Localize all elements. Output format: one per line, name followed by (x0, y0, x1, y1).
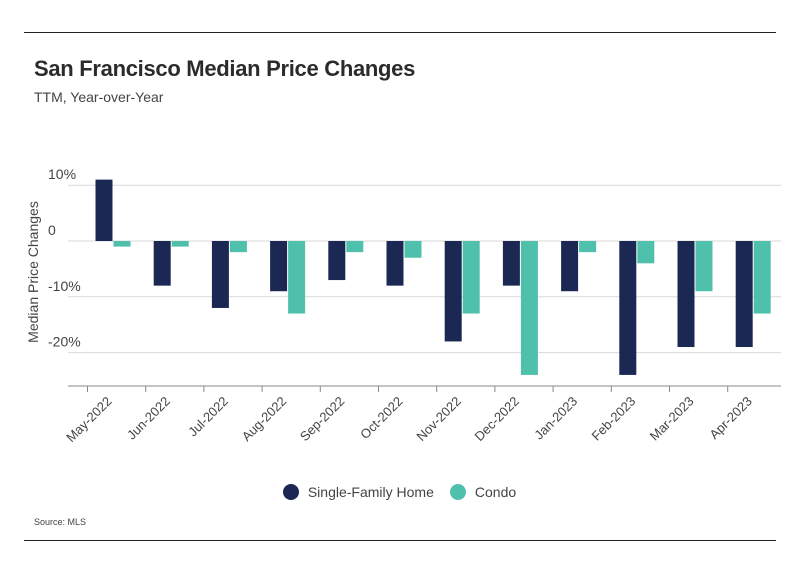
x-tick-label: Sep-2022 (297, 394, 347, 444)
x-tick-label: Feb-2023 (588, 394, 638, 444)
bar-condo (637, 241, 655, 264)
x-tick-label: Aug-2022 (239, 394, 289, 444)
x-tick-label: Oct-2022 (357, 394, 405, 442)
legend-label-single-family: Single-Family Home (307, 484, 434, 500)
y-tick-label: 10% (48, 166, 76, 182)
legend-label-condo: Condo (474, 484, 517, 500)
bar-single-family (153, 241, 171, 286)
legend-swatch-single-family (282, 484, 299, 500)
x-tick-label: Jan-2023 (531, 394, 580, 443)
bar-single-family (619, 241, 637, 375)
bar-single-family (328, 241, 346, 281)
bar-single-family (444, 241, 462, 342)
x-tick-label: May-2022 (63, 394, 114, 445)
bar-condo (695, 241, 713, 292)
y-tick-label: 0 (48, 222, 56, 238)
legend-item-single-family: Single-Family Home (282, 484, 434, 500)
y-tick-label: -10% (48, 278, 81, 294)
x-tick-label: Apr-2023 (706, 394, 754, 442)
source-note: Source: MLS (34, 517, 87, 527)
bar-condo (462, 241, 480, 314)
x-tick-label: Jun-2022 (124, 394, 173, 443)
x-tick-label: Dec-2022 (472, 394, 522, 444)
bar-single-family (270, 241, 288, 292)
bar-single-family (386, 241, 404, 286)
bar-condo (579, 241, 597, 253)
bar-condo (171, 241, 189, 247)
bar-condo (113, 241, 131, 247)
legend: Single-Family Home Condo (0, 484, 799, 500)
bar-condo (346, 241, 364, 253)
legend-swatch-condo (449, 484, 466, 500)
x-tick-label: Mar-2023 (647, 394, 697, 444)
top-rule (24, 32, 776, 33)
bar-condo (404, 241, 422, 258)
bar-single-family (677, 241, 695, 348)
bar-single-family (95, 179, 113, 241)
x-tick-label: Jul-2022 (185, 394, 231, 440)
chart-subtitle: TTM, Year-over-Year (34, 89, 164, 105)
bar-single-family (502, 241, 520, 286)
bar-condo (753, 241, 771, 314)
legend-item-condo: Condo (449, 484, 517, 500)
bar-single-family (211, 241, 229, 308)
bar-single-family (561, 241, 579, 292)
x-tick-label: Nov-2022 (413, 394, 463, 444)
y-axis-label: Median Price Changes (25, 201, 41, 343)
y-tick-label: -20% (48, 334, 81, 350)
bottom-rule (24, 540, 776, 541)
bar-condo (288, 241, 306, 314)
chart-title: San Francisco Median Price Changes (34, 56, 416, 81)
bar-single-family (735, 241, 753, 348)
bar-condo (229, 241, 247, 253)
bar-condo (520, 241, 538, 375)
